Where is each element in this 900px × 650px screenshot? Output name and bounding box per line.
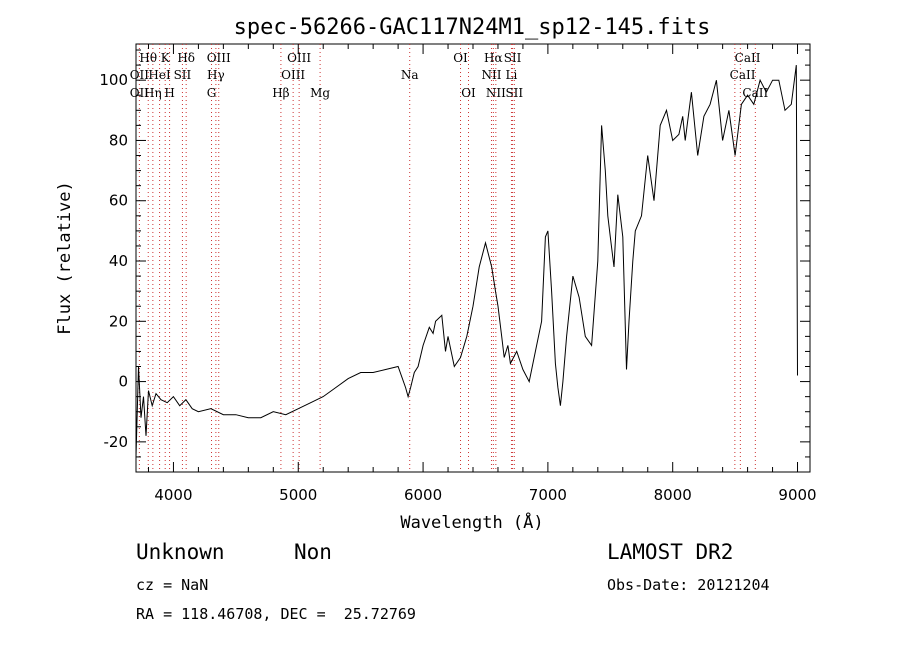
line-label: SII (504, 51, 522, 65)
line-label: OII (130, 68, 150, 82)
y-axis-label: Flux (relative) (55, 181, 75, 335)
y-tick-label: 20 (109, 312, 128, 330)
x-tick-label: 7000 (529, 486, 567, 504)
line-label: K (161, 51, 171, 65)
redshift-label: cz = NaN (136, 576, 209, 594)
chart-title: spec-56266-GAC117N24M1_sp12-145.fits (234, 15, 711, 40)
y-tick-label: 80 (109, 131, 128, 149)
coordinates-label: RA = 118.46708, DEC = 25.72769 (136, 605, 416, 623)
line-label: Hδ (177, 51, 195, 65)
line-label: Hη (144, 86, 162, 100)
y-tick-label: 100 (99, 71, 128, 89)
line-label: SII (174, 68, 192, 82)
survey-label: LAMOST DR2 (607, 540, 734, 564)
x-tick-label: 8000 (654, 486, 692, 504)
line-label: OIII (281, 68, 305, 82)
line-label: Hγ (207, 68, 225, 82)
subclass-label: Non (294, 540, 332, 564)
obs-date-label: Obs-Date: 20121204 (607, 576, 770, 594)
plot-frame (135, 43, 811, 473)
line-label: G (207, 86, 217, 100)
line-label: Hβ (272, 86, 289, 100)
line-label: OII (130, 86, 150, 100)
x-tick-label: 6000 (404, 486, 442, 504)
y-tick-label: 0 (118, 373, 128, 391)
axis-ticks: 4000 5000 6000 7000 8000 9000 -20 0 20 40 60 80 100 (99, 44, 817, 504)
line-label: Hα (484, 51, 503, 65)
line-label: OIII (287, 51, 311, 65)
line-label: OI (461, 86, 476, 100)
line-label: NII (486, 86, 506, 100)
class-label: Unknown (136, 540, 225, 564)
y-tick-label: -20 (104, 433, 129, 451)
line-label: HeI (148, 68, 171, 82)
line-label: CaII (730, 68, 756, 82)
line-label: SII (505, 86, 523, 100)
line-label: H (164, 86, 174, 100)
x-tick-label: 5000 (279, 486, 317, 504)
spectrum-line (135, 65, 798, 457)
x-axis-label: Wavelength (Å) (400, 511, 543, 533)
line-label: Hθ (139, 51, 157, 65)
line-label: NII (481, 68, 501, 82)
line-label: Mg (310, 86, 330, 100)
x-tick-label: 9000 (778, 486, 816, 504)
y-tick-label: 40 (109, 252, 128, 270)
line-label: CaII (735, 51, 761, 65)
line-label: OI (453, 51, 468, 65)
emission-line-markers (138, 44, 756, 472)
x-tick-label: 4000 (154, 486, 192, 504)
line-label: OIII (207, 51, 231, 65)
line-label: Li (506, 68, 518, 82)
line-label: Na (401, 68, 419, 82)
y-tick-label: 60 (109, 192, 128, 210)
